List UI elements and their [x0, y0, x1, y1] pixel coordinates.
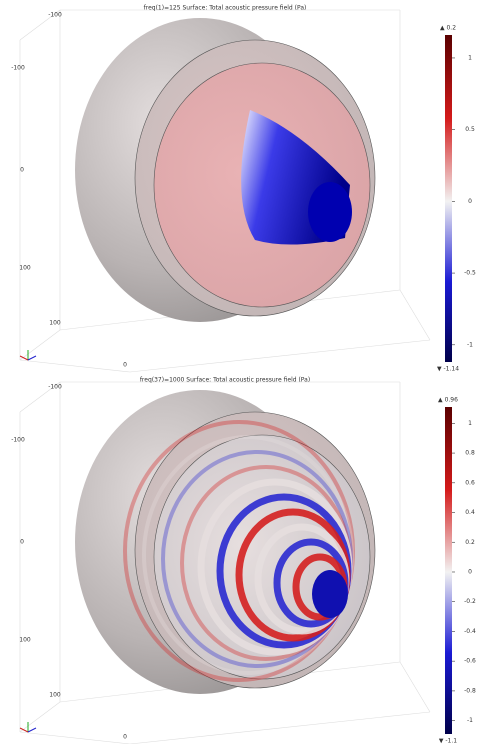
box-edge — [400, 290, 430, 340]
axis-label: -100 — [11, 65, 25, 72]
colorbar-tick-label: -0.5 — [464, 270, 476, 277]
axis-label: -100 — [48, 384, 62, 391]
panel: freq(1)=125 Surface: Total acoustic pres… — [11, 5, 476, 373]
box-edge — [20, 360, 130, 372]
colorbar-tick-label: 1 — [468, 420, 472, 427]
colorbar-max: ▲ 0.2 — [440, 25, 456, 32]
axis-label: 100 — [19, 637, 31, 644]
axis-label: 0 — [20, 539, 24, 546]
plot-title: freq(37)=1000 Surface: Total acoustic pr… — [140, 377, 310, 384]
box-edge — [400, 662, 430, 712]
axis-label: 0 — [20, 167, 24, 174]
colorbar-tick-label: 1 — [468, 54, 472, 61]
box-edge — [20, 330, 60, 360]
colorbar — [445, 35, 452, 362]
colorbar-min: ▼ -1.14 — [437, 366, 459, 373]
axis-label: 100 — [19, 265, 31, 272]
triad-z — [28, 728, 36, 732]
colorbar-tick-label: -0.2 — [464, 598, 476, 605]
cone-tip — [308, 182, 352, 242]
colorbar-tick-label: -0.8 — [464, 687, 476, 694]
axis-label: -100 — [11, 437, 25, 444]
colorbar-tick-label: 0.8 — [465, 450, 475, 457]
axis-label: 100 — [49, 692, 61, 699]
box-edge — [130, 712, 430, 744]
colorbar-tick-label: 0.5 — [465, 126, 475, 133]
colorbar — [445, 407, 452, 734]
colorbar-tick-label: 0.2 — [465, 539, 475, 546]
colorbar-tick-label: 0 — [468, 568, 472, 575]
colorbar-max: ▲ 0.96 — [438, 397, 458, 404]
triad-z — [28, 356, 36, 360]
box-edge — [20, 702, 60, 732]
colorbar-tick-label: -1 — [467, 341, 473, 348]
panel: freq(37)=1000 Surface: Total acoustic pr… — [11, 377, 476, 744]
axis-label: 0 — [123, 362, 127, 369]
axis-label: 100 — [49, 320, 61, 327]
colorbar-min: ▼ -1.1 — [439, 738, 457, 744]
screenshot: freq(1)=125 Surface: Total acoustic pres… — [0, 0, 482, 744]
colorbar-tick-label: -1 — [467, 717, 473, 724]
box-edge — [20, 732, 130, 744]
axis-label: -100 — [48, 12, 62, 19]
colorbar-tick-label: 0 — [468, 198, 472, 205]
colorbar-tick-label: 0.6 — [465, 479, 475, 486]
axis-label: 0 — [123, 734, 127, 741]
colorbar-tick-label: -0.6 — [464, 658, 476, 665]
colorbar-tick-label: -0.4 — [464, 628, 476, 635]
plot-title: freq(1)=125 Surface: Total acoustic pres… — [144, 5, 307, 12]
colorbar-tick-label: 0.4 — [465, 509, 475, 516]
box-edge — [130, 340, 430, 372]
cone-tip — [312, 570, 348, 618]
